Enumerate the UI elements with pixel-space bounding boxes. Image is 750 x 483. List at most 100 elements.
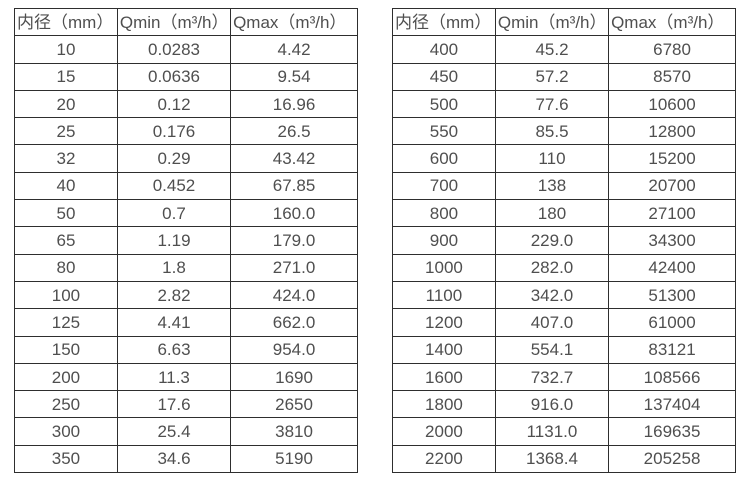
table-row: 300 25.4 3810 — [14, 417, 358, 446]
table-cell: 16.96 — [230, 89, 358, 119]
table-row: 50 0.7 160.0 — [14, 199, 358, 228]
table-cell: 108566 — [608, 362, 736, 392]
table-cell: 4.41 — [116, 308, 232, 337]
table-cell: 1131.0 — [494, 417, 610, 446]
table-row: 1000 282.0 42400 — [392, 253, 736, 282]
table-cell: 400 — [392, 35, 496, 64]
table-cell: 17.6 — [116, 390, 232, 419]
table-cell: 26.5 — [230, 117, 358, 146]
table-cell: 205258 — [608, 444, 736, 474]
table-cell: 83121 — [608, 335, 736, 364]
table-cell: 1.8 — [116, 253, 232, 282]
header-row: 内径（mm） Qmin（m³/h） Qmax（m³/h） — [392, 7, 736, 37]
table-cell: 800 — [392, 199, 496, 228]
table-cell: 916.0 — [494, 390, 610, 419]
table-cell: 34300 — [608, 226, 736, 255]
table-cell: 34.6 — [116, 444, 232, 474]
table-cell: 350 — [14, 444, 118, 474]
table-row: 800 180 27100 — [392, 199, 736, 228]
table-cell: 11.3 — [116, 362, 232, 392]
column-header: Qmin（m³/h） — [494, 7, 610, 37]
table-cell: 6780 — [608, 35, 736, 64]
flow-table-small-diameters: 内径（mm） Qmin（m³/h） Qmax（m³/h） 10 0.0283 4.42 15… — [14, 7, 358, 474]
table-cell: 61000 — [608, 308, 736, 337]
table-cell: 0.0283 — [116, 35, 232, 64]
table-cell: 15 — [14, 62, 118, 91]
flow-rate-tables-container: 内径（mm） Qmin（m³/h） Qmax（m³/h） 10 0.0283 4.42 15… — [14, 7, 736, 474]
table-row: 15 0.0636 9.54 — [14, 62, 358, 91]
table-cell: 179.0 — [230, 226, 358, 255]
table-row: 600 110 15200 — [392, 144, 736, 173]
table-row: 40 0.452 67.85 — [14, 171, 358, 201]
table-cell: 10 — [14, 35, 118, 64]
table-cell: 0.7 — [116, 199, 232, 228]
table-cell: 1000 — [392, 253, 496, 282]
table-cell: 1.19 — [116, 226, 232, 255]
table-cell: 51300 — [608, 280, 736, 310]
table-row: 450 57.2 8570 — [392, 62, 736, 91]
table-cell: 554.1 — [494, 335, 610, 364]
table-cell: 0.452 — [116, 171, 232, 201]
table-cell: 1100 — [392, 280, 496, 310]
table-row: 80 1.8 271.0 — [14, 253, 358, 282]
table-row: 25 0.176 26.5 — [14, 117, 358, 146]
table-cell: 0.176 — [116, 117, 232, 146]
table-row: 400 45.2 6780 — [392, 35, 736, 64]
table-cell: 20 — [14, 89, 118, 119]
table-cell: 2650 — [230, 390, 358, 419]
table-cell: 25 — [14, 117, 118, 146]
table-cell: 954.0 — [230, 335, 358, 364]
table-cell: 20700 — [608, 171, 736, 201]
table-row: 10 0.0283 4.42 — [14, 35, 358, 64]
table-cell: 2.82 — [116, 280, 232, 310]
table-cell: 138 — [494, 171, 610, 201]
table-cell: 0.29 — [116, 144, 232, 173]
table-row: 250 17.6 2650 — [14, 390, 358, 419]
table-cell: 9.54 — [230, 62, 358, 91]
column-header: Qmin（m³/h） — [116, 7, 232, 37]
table-row: 65 1.19 179.0 — [14, 226, 358, 255]
table-cell: 43.42 — [230, 144, 358, 173]
table-cell: 150 — [14, 335, 118, 364]
table-row: 100 2.82 424.0 — [14, 280, 358, 310]
table-cell: 342.0 — [494, 280, 610, 310]
column-header: 内径（mm） — [392, 7, 496, 37]
table-row: 200 11.3 1690 — [14, 362, 358, 392]
table-row: 550 85.5 12800 — [392, 117, 736, 146]
table-cell: 0.0636 — [116, 62, 232, 91]
table-cell: 67.85 — [230, 171, 358, 201]
table-cell: 732.7 — [494, 362, 610, 392]
table-cell: 1200 — [392, 308, 496, 337]
table-cell: 77.6 — [494, 89, 610, 119]
table-cell: 1368.4 — [494, 444, 610, 474]
table-cell: 45.2 — [494, 35, 610, 64]
column-header: Qmax（m³/h） — [230, 7, 358, 37]
table-cell: 12800 — [608, 117, 736, 146]
table-row: 1600 732.7 108566 — [392, 362, 736, 392]
table-row: 1400 554.1 83121 — [392, 335, 736, 364]
table-cell: 300 — [14, 417, 118, 446]
table-cell: 2000 — [392, 417, 496, 446]
table-cell: 0.12 — [116, 89, 232, 119]
table-cell: 250 — [14, 390, 118, 419]
table-cell: 200 — [14, 362, 118, 392]
header-row: 内径（mm） Qmin（m³/h） Qmax（m³/h） — [14, 7, 358, 37]
table-cell: 110 — [494, 144, 610, 173]
table-row: 1200 407.0 61000 — [392, 308, 736, 337]
table-row: 500 77.6 10600 — [392, 89, 736, 119]
table-cell: 42400 — [608, 253, 736, 282]
table-cell: 10600 — [608, 89, 736, 119]
table-cell: 25.4 — [116, 417, 232, 446]
table-cell: 500 — [392, 89, 496, 119]
table-cell: 700 — [392, 171, 496, 201]
table-cell: 1400 — [392, 335, 496, 364]
table-cell: 40 — [14, 171, 118, 201]
table-row: 32 0.29 43.42 — [14, 144, 358, 173]
table-row: 350 34.6 5190 — [14, 444, 358, 474]
table-cell: 662.0 — [230, 308, 358, 337]
table-row: 150 6.63 954.0 — [14, 335, 358, 364]
table-cell: 3810 — [230, 417, 358, 446]
column-header: Qmax（m³/h） — [608, 7, 736, 37]
table-cell: 407.0 — [494, 308, 610, 337]
table-cell: 5190 — [230, 444, 358, 474]
